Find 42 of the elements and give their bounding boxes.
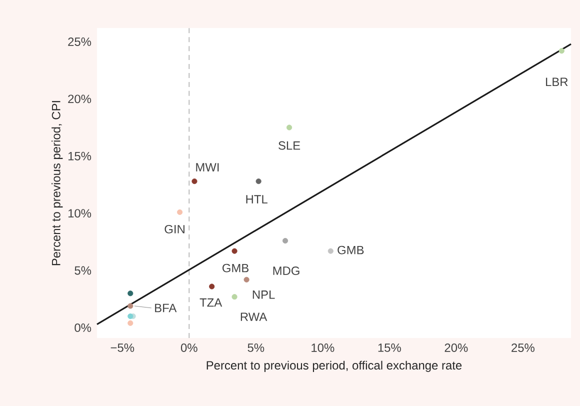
annotation: GMB (222, 264, 249, 272)
x-tick-label: 5% (248, 344, 264, 352)
x-tick-label: 10% (312, 344, 334, 352)
point (128, 303, 134, 309)
point (256, 178, 262, 184)
point (282, 238, 288, 244)
point (244, 276, 250, 282)
x-axis-title: Percent to previous period, offical exchange rate (206, 360, 462, 372)
annotation: HTL (246, 195, 268, 204)
x-tick-label: 0% (180, 344, 198, 352)
point (128, 313, 134, 320)
x-tick-label: 25% (512, 344, 534, 352)
y-tick-label: 10% (68, 209, 92, 218)
y-tick-label: 0% (74, 323, 92, 332)
y-tick-label: 20% (68, 94, 92, 104)
y-tick-label: 5% (74, 266, 92, 275)
annotation: MWI (196, 163, 219, 172)
annotation: LBR (546, 78, 568, 86)
point (328, 248, 334, 254)
x-tick-label: 20% (444, 344, 468, 352)
point (128, 320, 134, 326)
point (232, 294, 238, 300)
point (128, 290, 134, 296)
y-tick-label: 25% (68, 37, 92, 46)
y-tick-label: 15% (68, 152, 92, 160)
annotation: BFA (155, 304, 177, 312)
point (176, 209, 183, 215)
annotation: MDG (273, 266, 300, 275)
y-axis-title: Percent to previous period, CPI (52, 101, 63, 266)
point (558, 48, 564, 54)
point (232, 248, 238, 254)
annotation: NPL (252, 290, 275, 299)
annotation: TZA (200, 298, 222, 307)
annotation: GIN (164, 224, 184, 234)
point (209, 284, 215, 290)
x-tick-label: −5% (110, 344, 134, 352)
point (286, 124, 292, 130)
point (192, 178, 198, 184)
annotation: RWA (240, 312, 268, 321)
x-tick-label: 15% (378, 344, 401, 352)
annotation: GMB (338, 246, 364, 254)
annotation: SLE (278, 141, 300, 150)
